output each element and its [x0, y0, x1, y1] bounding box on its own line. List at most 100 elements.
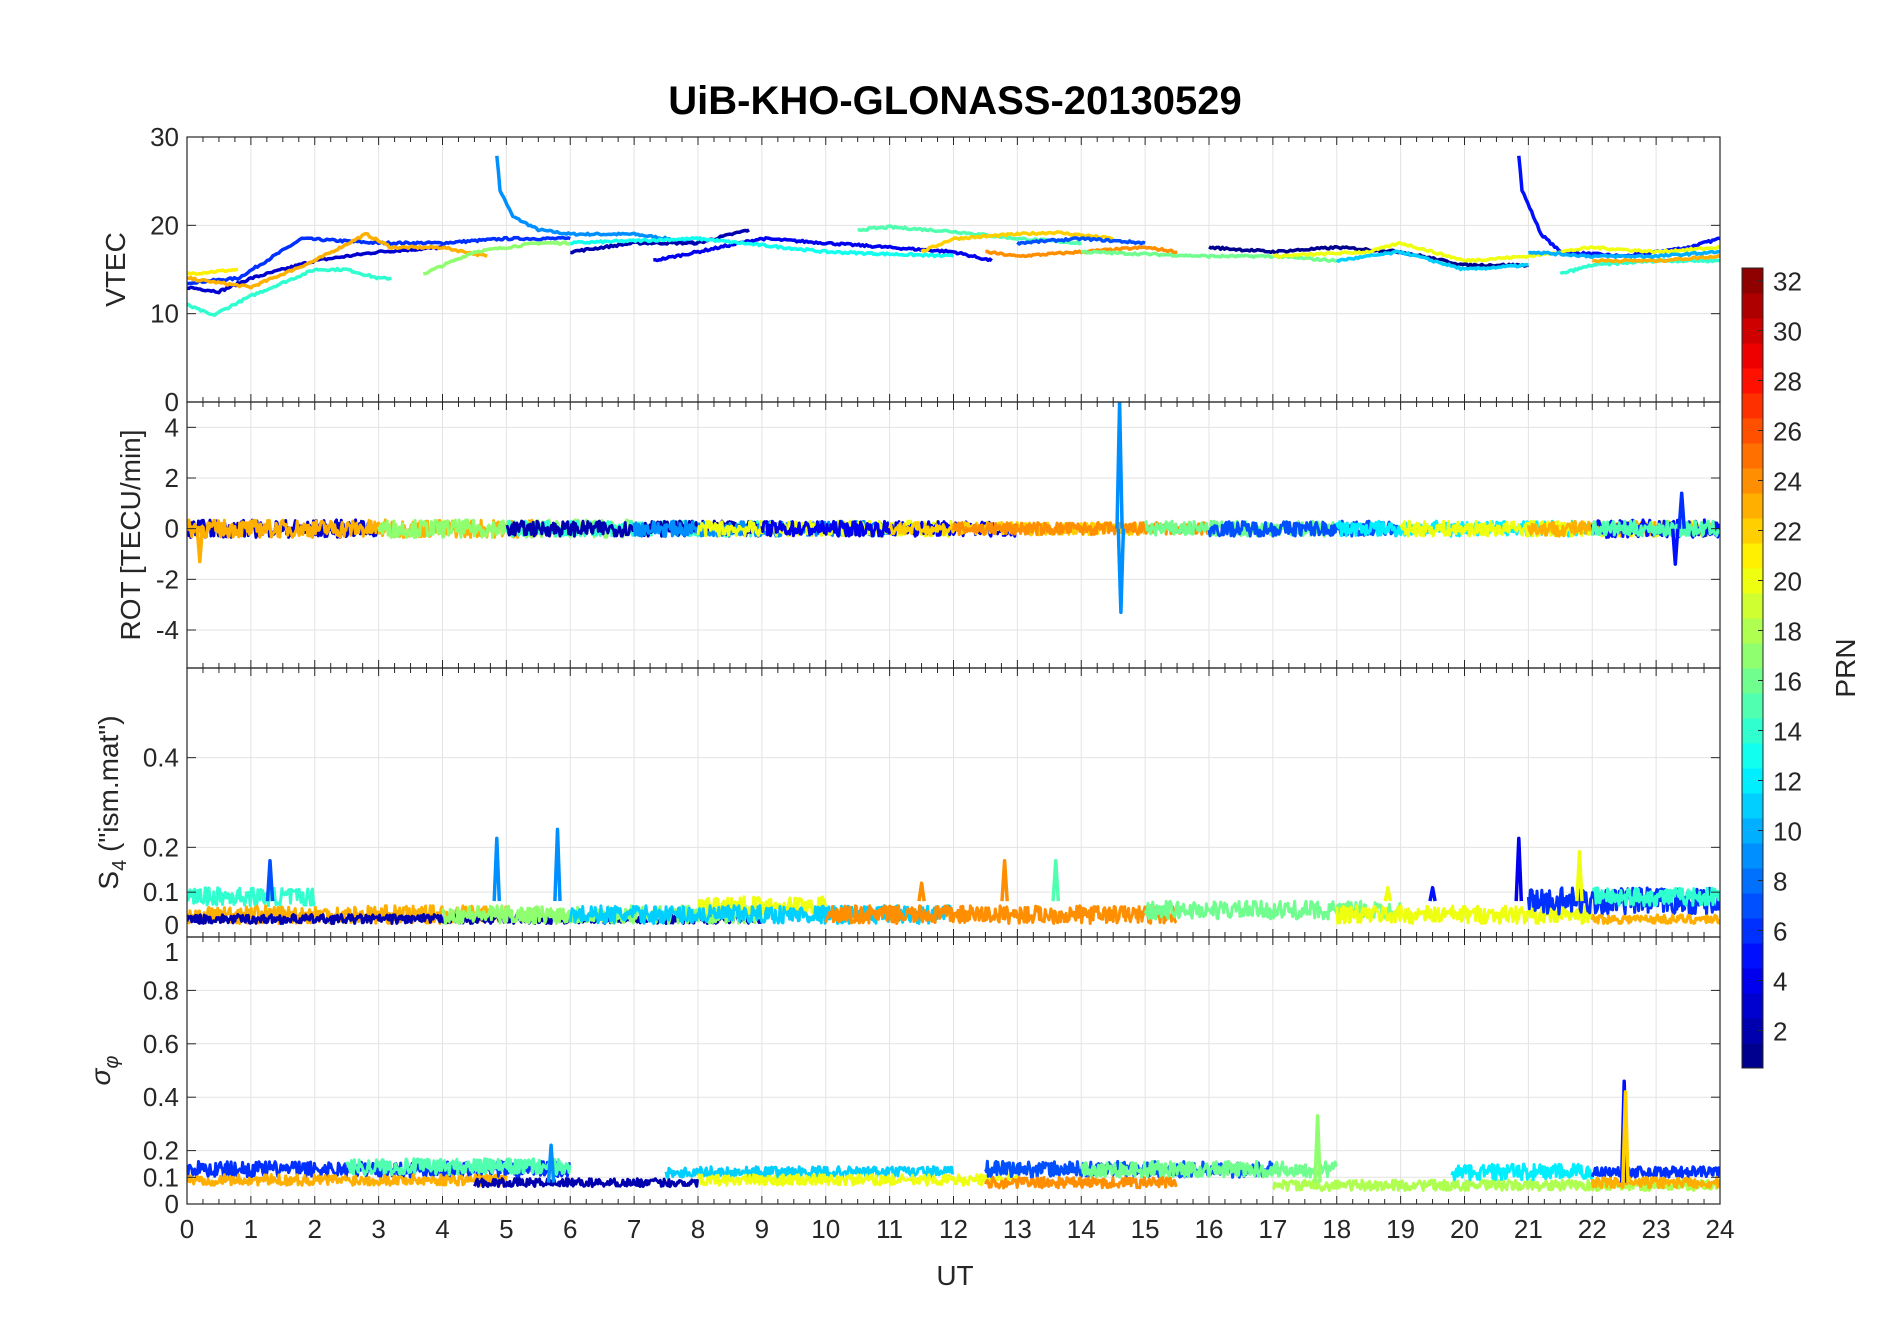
x-tick-label: 10: [811, 1214, 840, 1244]
trace-prn-23: [187, 1173, 508, 1187]
trace-prn-12: [1450, 1162, 1594, 1182]
trace-prn-23: [1590, 913, 1720, 925]
x-tick-label: 11: [876, 1214, 903, 1244]
x-tick-label: 5: [499, 1214, 513, 1244]
trace-prn-4: [653, 236, 993, 263]
x-tick-label: 4: [435, 1214, 449, 1244]
trace-prn-5: [1517, 155, 1720, 259]
colorbar-level: [1742, 843, 1763, 869]
y-tick-label: 0: [165, 387, 179, 417]
colorbar-level: [1742, 743, 1763, 769]
colorbar-level: [1742, 893, 1763, 919]
colorbar-level: [1742, 718, 1763, 744]
colorbar-box: [1741, 267, 1764, 1069]
colorbar-level: [1742, 443, 1763, 469]
trace-prn-23: [195, 528, 205, 564]
x-tick-label: 23: [1642, 1214, 1671, 1244]
colorbar-level: [1742, 318, 1763, 344]
trace-prn-9: [1116, 528, 1126, 615]
y-axis-label: σφ: [85, 1056, 123, 1086]
y-tick-label: 0.2: [143, 832, 179, 862]
x-tick-label: 6: [563, 1214, 577, 1244]
trace-prn-9: [1115, 402, 1124, 529]
colorbar-level: [1742, 593, 1763, 619]
y-tick-label: 0: [165, 514, 179, 544]
trace-prn-14: [187, 886, 316, 908]
x-tick-label: 13: [1003, 1214, 1032, 1244]
trace-prn-11: [1335, 249, 1529, 272]
x-tick-label: 9: [755, 1214, 769, 1244]
y-tick-label: 30: [150, 122, 179, 152]
trace-prn-5: [1428, 885, 1437, 902]
trace-prn-4: [1514, 836, 1524, 902]
trace-prn-20: [1383, 885, 1393, 902]
trace-prn-22: [1621, 1090, 1630, 1183]
colorbar-level: [1742, 543, 1763, 569]
colorbar-level: [1742, 418, 1763, 444]
x-tick-label: 14: [1067, 1214, 1096, 1244]
y-tick-label: 0.2: [143, 1136, 179, 1166]
data-layer: [187, 402, 1720, 615]
data-layer: [187, 1079, 1720, 1193]
trace-prn-21: [187, 267, 239, 276]
colorbar-level: [1742, 918, 1763, 944]
colorbar-tick-label: 26: [1773, 417, 1802, 447]
colorbar-level: [1742, 1043, 1763, 1069]
colorbar-level: [1742, 343, 1763, 369]
trace-prn-24: [985, 245, 1178, 259]
y-tick-label: 0.1: [143, 877, 179, 907]
trace-prn-17: [1313, 1114, 1322, 1183]
y-axis-label: VTEC: [100, 232, 131, 307]
trace-prn-13: [570, 236, 955, 259]
trace-prn-15: [345, 1157, 572, 1177]
y-axis-label: ROT [TECU/min]: [115, 429, 146, 640]
trace-prn-23: [187, 231, 488, 290]
y-tick-label: -4: [156, 615, 179, 645]
trace-prn-23: [187, 518, 539, 539]
panel-rot: -4 -2 0 2 4 ROT [TECU/min]: [115, 401, 1721, 669]
colorbar-level: [1742, 368, 1763, 394]
colorbar-level: [1742, 268, 1763, 294]
x-tick-label: 22: [1578, 1214, 1607, 1244]
y-tick-label: 0.8: [143, 975, 179, 1005]
x-tick-label: 16: [1195, 1214, 1224, 1244]
trace-prn-1: [1208, 244, 1529, 268]
trace-prn-24: [1000, 859, 1009, 902]
colorbar-tick-label: 18: [1773, 617, 1802, 647]
trace-prn-24: [952, 520, 1210, 537]
colorbar-tick-label: 20: [1773, 567, 1802, 597]
x-axis-label: UT: [936, 1260, 973, 1291]
x-tick-label: 15: [1131, 1214, 1160, 1244]
trace-prn-16: [1080, 249, 1338, 263]
trace-prn-17: [422, 240, 572, 276]
data-layer: [187, 155, 1720, 317]
colorbar-tick-label: 30: [1773, 317, 1802, 347]
x-tick-label: 3: [371, 1214, 385, 1244]
colorbar-tick-label: 6: [1773, 917, 1787, 947]
colorbar-tick-label: 22: [1773, 517, 1802, 547]
colorbar-tick-label: 14: [1773, 717, 1802, 747]
colorbar-level: [1742, 1018, 1763, 1044]
y-tick-label: 0.4: [143, 743, 179, 773]
colorbar-level: [1742, 868, 1763, 894]
panel-s4: 00.1 0.2 0.4 S4 ("ism.mat"): [93, 667, 1721, 940]
colorbar-level: [1742, 493, 1763, 519]
colorbar-level: [1742, 693, 1763, 719]
trace-prn-6: [187, 235, 571, 286]
trace-prn-9: [492, 836, 502, 902]
panel-sigma_phi: 00.10.2 0.4 0.6 0.8 1 σφ: [85, 936, 1721, 1219]
trace-prn-20: [1575, 850, 1584, 902]
trace-prn-14: [1591, 886, 1720, 908]
y-tick-label: 20: [150, 210, 179, 240]
y-tick-label: 1: [165, 937, 179, 967]
colorbar-level: [1742, 668, 1763, 694]
trace-prn-5: [1670, 528, 1680, 566]
x-tick-label: 21: [1514, 1214, 1543, 1244]
colorbar-level: [1742, 568, 1763, 594]
trace-prn-6: [1590, 1165, 1720, 1179]
y-tick-label: 0: [165, 910, 179, 940]
y-tick-label: 10: [150, 299, 179, 329]
colorbar-tick-label: 4: [1773, 967, 1787, 997]
